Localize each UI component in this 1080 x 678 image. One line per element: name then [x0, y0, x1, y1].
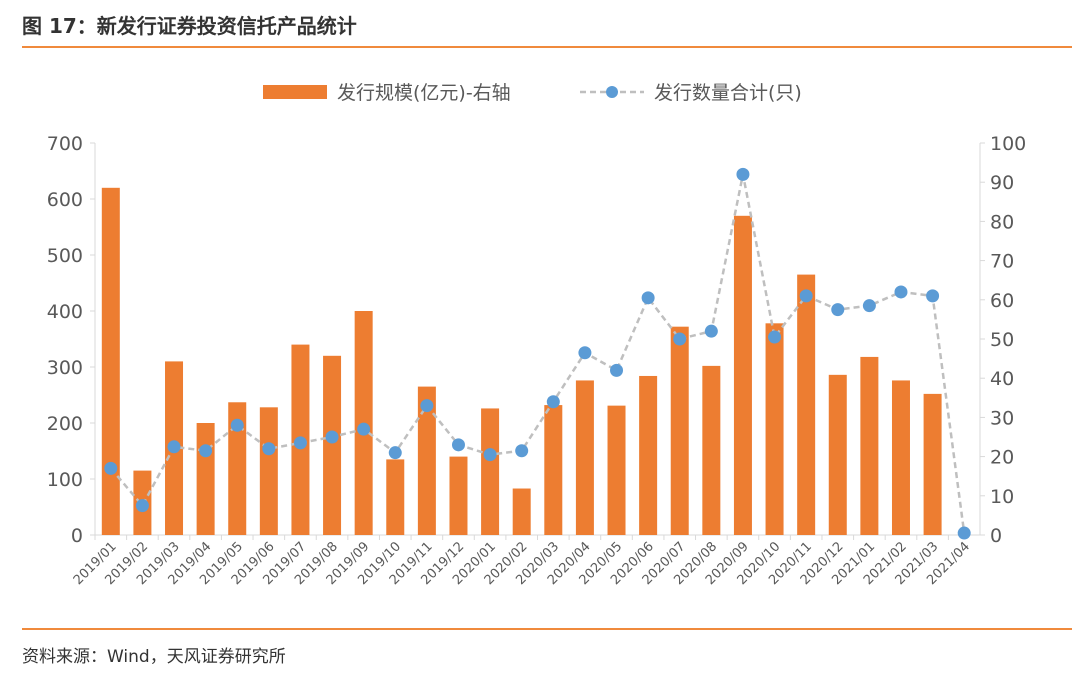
line-point — [926, 289, 940, 303]
line-point — [894, 285, 908, 299]
bar — [544, 405, 563, 535]
bar — [101, 187, 120, 536]
legend-bar-swatch — [263, 85, 327, 99]
line-point — [546, 395, 560, 409]
bar — [512, 488, 531, 535]
bar — [196, 423, 215, 535]
right-tick-label: 20 — [990, 447, 1014, 469]
line-point — [515, 444, 529, 458]
line-point — [230, 418, 244, 432]
right-tick-label: 70 — [990, 251, 1014, 273]
left-tick-label: 100 — [47, 469, 83, 491]
line-point — [293, 436, 307, 450]
bar — [417, 386, 436, 535]
left-tick-label: 0 — [71, 525, 83, 547]
line-point — [673, 332, 687, 346]
line-point — [862, 299, 876, 313]
bar — [259, 407, 278, 535]
bar-series — [101, 187, 942, 536]
line-point — [483, 448, 497, 462]
bar — [797, 274, 816, 535]
line-point — [325, 430, 339, 444]
bar — [323, 355, 342, 535]
bar — [481, 408, 500, 535]
line-point — [736, 167, 750, 181]
line-point — [104, 461, 118, 475]
bar — [733, 215, 752, 536]
bar — [765, 323, 784, 535]
right-y-axis: 0 10 20 30 40 50 60 70 80 90 100 — [979, 133, 1026, 547]
bar — [386, 459, 405, 535]
right-tick-label: 100 — [990, 133, 1026, 155]
bar — [702, 365, 721, 535]
source-note: 资料来源：Wind，天风证券研究所 — [22, 647, 286, 667]
title-divider — [22, 46, 1072, 48]
line-point — [388, 446, 402, 460]
right-tick-label: 60 — [990, 290, 1014, 312]
line-point — [641, 291, 655, 305]
bar — [860, 356, 879, 535]
left-tick-label: 400 — [47, 301, 83, 323]
line-point — [199, 444, 213, 458]
left-tick-label: 700 — [47, 133, 83, 155]
bar — [639, 375, 658, 535]
combo-chart: 发行规模(亿元)-右轴 发行数量合计(只) 010020030040050060… — [47, 82, 1027, 588]
right-tick-label: 80 — [990, 211, 1014, 233]
line-point — [957, 526, 971, 540]
line-point — [167, 440, 181, 454]
legend-bar-label: 发行规模(亿元)-右轴 — [337, 82, 511, 104]
line-point — [768, 330, 782, 344]
line-point — [831, 303, 845, 317]
right-tick-label: 50 — [990, 329, 1014, 351]
line-point — [799, 289, 813, 303]
line-point — [357, 422, 371, 436]
line-point — [610, 363, 624, 377]
line-point — [262, 442, 276, 456]
right-tick-label: 30 — [990, 407, 1014, 429]
series-line — [109, 174, 966, 534]
right-tick-label: 10 — [990, 486, 1014, 508]
right-tick-label: 0 — [990, 525, 1002, 547]
line-series — [104, 167, 971, 540]
left-tick-label: 300 — [47, 357, 83, 379]
bar — [828, 374, 847, 535]
left-y-axis: 0 100 200 300 400 500 600 700 — [47, 133, 96, 547]
source-divider — [22, 628, 1072, 630]
right-tick-label: 90 — [990, 172, 1014, 194]
line-point — [704, 324, 718, 338]
figure-title: 图 17：新发行证券投资信托产品统计 — [22, 14, 357, 38]
right-tick-label: 40 — [990, 368, 1014, 390]
legend-line-label: 发行数量合计(只) — [654, 82, 802, 104]
left-tick-label: 600 — [47, 189, 83, 211]
chart-legend: 发行规模(亿元)-右轴 发行数量合计(只) — [263, 82, 802, 104]
bar — [670, 326, 689, 535]
line-point — [135, 499, 149, 513]
line-point — [578, 346, 592, 360]
bar — [891, 380, 910, 535]
left-tick-label: 200 — [47, 413, 83, 435]
line-point — [420, 399, 434, 413]
left-tick-label: 500 — [47, 245, 83, 267]
bar — [575, 380, 594, 535]
bar — [607, 405, 626, 535]
bar — [228, 402, 247, 535]
bar — [449, 456, 468, 535]
line-point — [451, 438, 465, 452]
legend-line-marker — [606, 86, 618, 98]
x-axis: 2019/012019/022019/032019/042019/052019/… — [71, 534, 980, 588]
bar — [923, 393, 942, 535]
